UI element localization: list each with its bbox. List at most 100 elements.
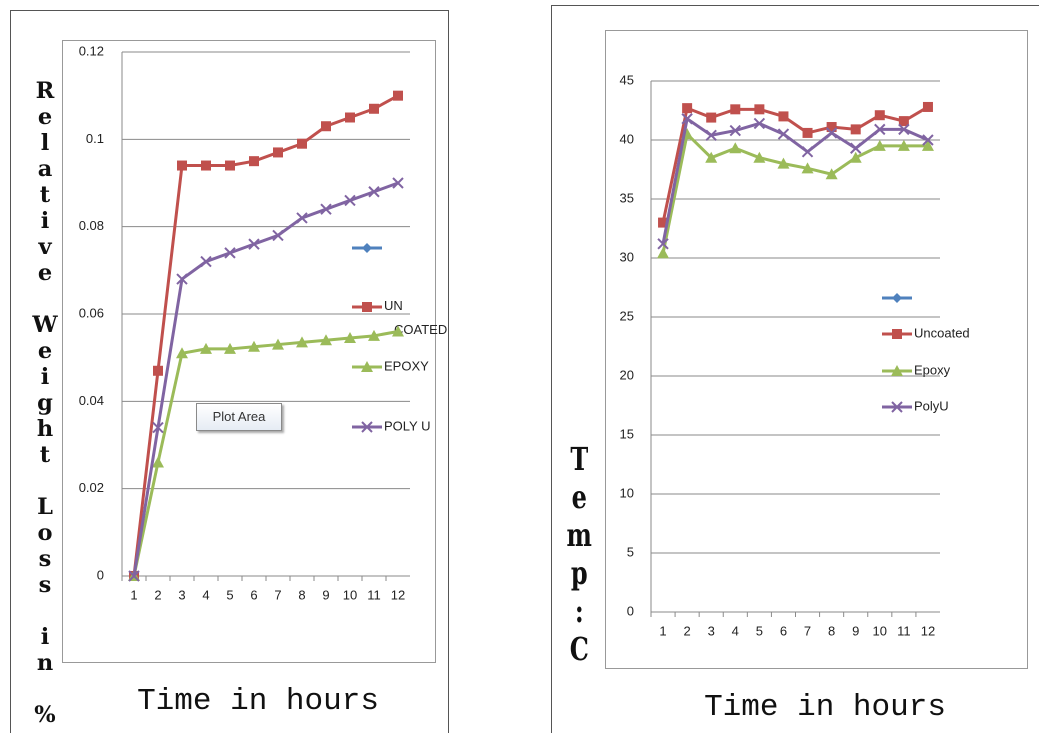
x-tick-label: 7 xyxy=(804,623,811,638)
marker xyxy=(802,127,813,138)
legend-label: UN COATED xyxy=(384,298,447,337)
marker xyxy=(361,421,373,433)
marker xyxy=(705,129,717,141)
marker xyxy=(849,151,862,163)
marker xyxy=(778,111,789,122)
marker xyxy=(176,347,188,359)
legend-label: Uncoated xyxy=(914,325,970,340)
frame xyxy=(551,5,1039,733)
marker xyxy=(874,123,886,136)
marker xyxy=(777,157,790,169)
series-line xyxy=(661,116,929,245)
marker xyxy=(922,101,933,112)
marker xyxy=(248,238,260,250)
marker xyxy=(777,128,790,140)
marker xyxy=(272,338,284,350)
chart-area xyxy=(605,30,1028,669)
y-tick-label: 0.02 xyxy=(79,480,104,495)
tooltip: Plot Area xyxy=(196,403,282,431)
x-tick-label: 1 xyxy=(659,623,666,638)
marker xyxy=(921,139,934,151)
legend-label: POLY U xyxy=(384,418,430,433)
marker xyxy=(730,104,741,115)
marker xyxy=(296,336,308,348)
marker xyxy=(128,570,140,582)
marker xyxy=(297,138,307,149)
marker xyxy=(892,329,902,339)
x-tick-label: 1 xyxy=(130,587,137,602)
y-tick-label: 35 xyxy=(620,190,634,205)
marker xyxy=(201,160,211,171)
x-tick-label: 10 xyxy=(343,587,357,602)
marker xyxy=(200,255,212,268)
marker xyxy=(368,329,380,341)
marker xyxy=(321,121,331,132)
marker xyxy=(177,160,187,171)
marker xyxy=(249,156,259,167)
y-tick-label: 5 xyxy=(627,544,634,559)
y-tick-label: 0 xyxy=(627,603,634,618)
y-tick-label: 10 xyxy=(620,485,634,500)
marker xyxy=(152,456,164,468)
marker xyxy=(320,203,332,215)
marker xyxy=(369,103,379,114)
marker xyxy=(753,117,766,130)
marker xyxy=(891,401,903,413)
marker xyxy=(345,112,355,123)
x-tick-label: 4 xyxy=(202,587,209,602)
x-tick-label: 6 xyxy=(250,587,257,602)
marker xyxy=(892,293,902,303)
x-tick-label: 11 xyxy=(897,623,911,638)
marker xyxy=(706,112,717,123)
y-tick-label: 25 xyxy=(620,308,634,323)
y-tick-label: 40 xyxy=(620,131,634,146)
marker xyxy=(898,123,910,136)
marker xyxy=(681,113,693,125)
legend-label: PolyU xyxy=(914,398,949,413)
x-tick-label: 10 xyxy=(873,623,887,638)
marker xyxy=(874,110,885,121)
marker xyxy=(320,334,332,346)
marker xyxy=(898,116,909,127)
x-tick-label: 4 xyxy=(732,623,739,638)
marker xyxy=(248,340,260,352)
x-tick-label: 6 xyxy=(780,623,787,638)
marker xyxy=(200,342,212,354)
x-tick-label: 3 xyxy=(708,623,715,638)
marker xyxy=(152,421,164,434)
x-tick-label: 8 xyxy=(298,587,305,602)
legend-label: Epoxy xyxy=(914,362,951,377)
marker xyxy=(753,151,766,163)
frame xyxy=(10,10,449,733)
marker xyxy=(682,103,693,114)
series-line xyxy=(661,131,928,254)
marker xyxy=(705,151,718,163)
y-tick-label: 0.04 xyxy=(79,393,104,408)
y-tick-label: 45 xyxy=(620,72,634,87)
x-tick-label: 3 xyxy=(178,587,185,602)
x-tick-label: 8 xyxy=(828,623,835,638)
series-line xyxy=(132,181,399,577)
x-axis-title: Time in hours xyxy=(704,690,946,725)
marker xyxy=(729,142,742,154)
marker xyxy=(922,134,934,146)
y-tick-label: 15 xyxy=(620,426,634,441)
x-tick-label: 2 xyxy=(684,623,691,638)
marker xyxy=(296,212,308,224)
chart-area xyxy=(62,40,436,663)
marker xyxy=(392,325,404,337)
marker xyxy=(344,194,356,207)
y-axis-title: Temp:C xyxy=(565,440,594,668)
x-tick-label: 5 xyxy=(756,623,763,638)
marker xyxy=(272,229,284,242)
marker xyxy=(658,217,669,228)
y-tick-label: 0.06 xyxy=(79,305,104,320)
x-axis-title: Time in hours xyxy=(137,684,379,719)
marker xyxy=(729,124,741,137)
marker xyxy=(891,365,903,376)
marker xyxy=(657,247,670,259)
marker xyxy=(825,127,838,139)
y-tick-label: 0 xyxy=(97,567,104,582)
marker xyxy=(393,90,403,101)
